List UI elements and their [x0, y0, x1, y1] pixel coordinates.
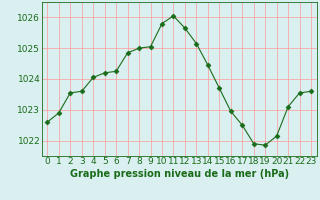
X-axis label: Graphe pression niveau de la mer (hPa): Graphe pression niveau de la mer (hPa): [70, 169, 289, 179]
